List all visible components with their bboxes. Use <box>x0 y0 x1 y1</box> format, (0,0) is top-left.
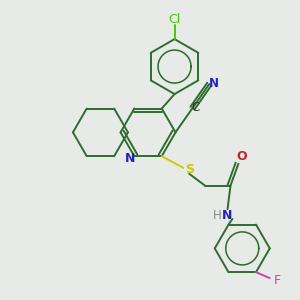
Text: Cl: Cl <box>168 13 181 26</box>
Text: C: C <box>191 101 200 114</box>
Text: H: H <box>213 208 222 221</box>
Text: N: N <box>222 208 233 221</box>
Text: F: F <box>274 274 281 286</box>
Text: N: N <box>209 76 219 90</box>
Text: N: N <box>125 152 136 165</box>
Text: S: S <box>185 164 194 176</box>
Text: O: O <box>236 150 247 163</box>
